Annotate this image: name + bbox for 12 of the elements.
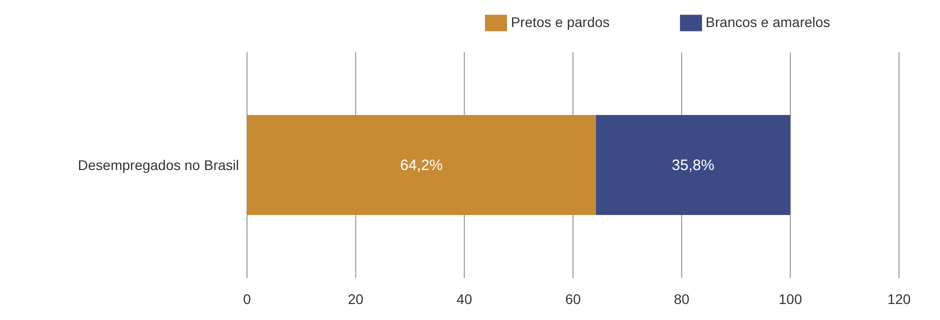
- x-tick-label: 80: [674, 290, 690, 307]
- legend-label: Brancos e amarelos: [706, 14, 830, 30]
- x-tick-label: 120: [887, 290, 911, 307]
- x-tick-label: 20: [348, 290, 364, 307]
- x-tick-label: 0: [243, 290, 252, 307]
- data-label: 35,8%: [672, 157, 714, 174]
- x-tick-label: 40: [456, 290, 472, 307]
- x-tick-label: 100: [778, 290, 802, 307]
- data-label: 64,2%: [400, 157, 443, 174]
- legend-label: Pretos e pardos: [510, 14, 610, 30]
- x-tick-label: 60: [565, 290, 581, 307]
- y-tick-label: Desempregados no Brasil: [78, 156, 239, 173]
